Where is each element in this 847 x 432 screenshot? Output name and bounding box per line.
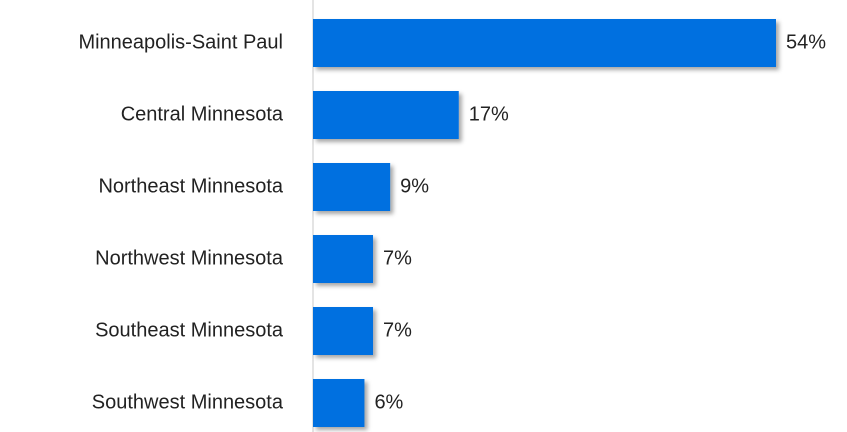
bar (313, 19, 776, 67)
y-tick-label: Central Minnesota (121, 103, 284, 125)
value-label: 54% (786, 31, 826, 53)
value-label: 7% (383, 319, 412, 341)
y-tick-label: Southwest Minnesota (92, 391, 284, 413)
value-label: 6% (374, 391, 403, 413)
y-tick-label: Northwest Minnesota (95, 247, 284, 269)
y-tick-label: Northeast Minnesota (98, 175, 283, 197)
value-label: 17% (469, 103, 509, 125)
bar (313, 163, 391, 211)
value-label: 7% (383, 247, 412, 269)
bar (313, 379, 365, 427)
bar (313, 235, 374, 283)
value-label: 9% (400, 175, 429, 197)
bar (313, 91, 459, 139)
y-tick-label: Southeast Minnesota (95, 319, 284, 341)
bar (313, 307, 374, 355)
y-tick-label: Minneapolis-Saint Paul (78, 31, 283, 53)
